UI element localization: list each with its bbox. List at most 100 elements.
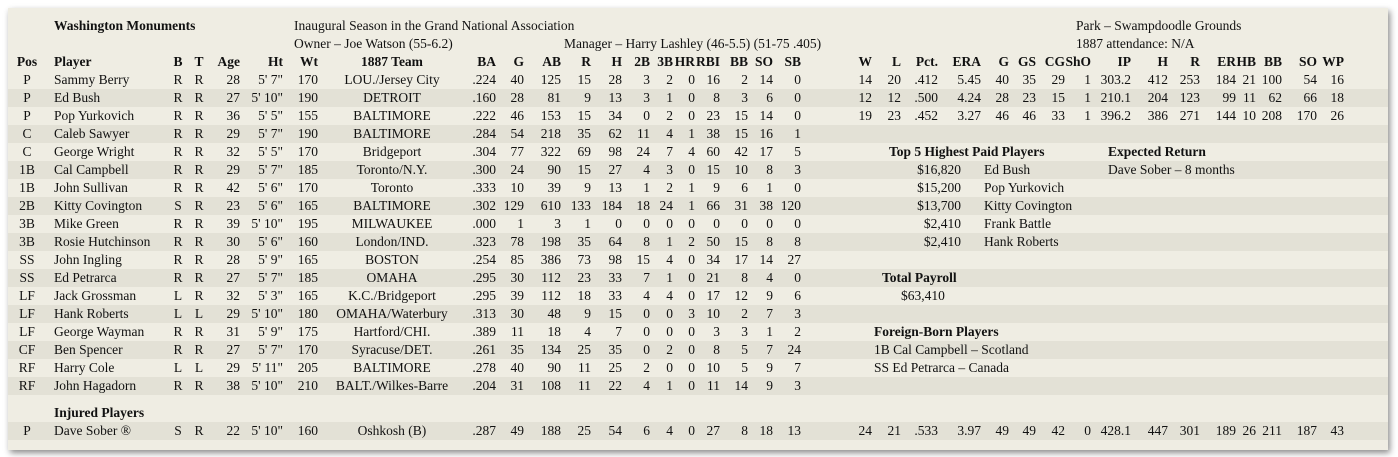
row-stripe bbox=[8, 422, 1388, 440]
cell-b: L bbox=[173, 306, 183, 321]
column-header: Wt bbox=[300, 54, 318, 69]
cell-name: Harry Cole bbox=[54, 360, 115, 375]
cell-batting: 27 bbox=[787, 252, 802, 267]
cell-pitching: 1 bbox=[1084, 90, 1091, 105]
cell-batting: 11 bbox=[578, 360, 591, 375]
cell-ht: 5' 10" bbox=[251, 306, 283, 321]
cell-pitching: 396.2 bbox=[1100, 108, 1131, 123]
roster-card: Washington Monuments Inaugural Season in… bbox=[8, 8, 1388, 450]
cell-batting: 31 bbox=[734, 198, 749, 213]
cell-pitching: 187 bbox=[1296, 423, 1317, 438]
cell-batting: 6 bbox=[741, 180, 748, 195]
cell-pos: P bbox=[23, 423, 31, 438]
expected-return-item: Dave Sober – 8 months bbox=[1108, 162, 1235, 177]
cell-t: R bbox=[194, 180, 204, 195]
cell-pitching: 412 bbox=[1147, 72, 1168, 87]
cell-name: John Hagadorn bbox=[54, 378, 137, 393]
cell-batting: 4 bbox=[666, 423, 673, 438]
cell-age: 27 bbox=[226, 342, 241, 357]
column-header: GS bbox=[1017, 54, 1036, 69]
cell-batting: 0 bbox=[688, 423, 695, 438]
cell-pitching: 1 bbox=[1084, 72, 1091, 87]
cell-t: L bbox=[194, 360, 204, 375]
cell-wt: 205 bbox=[297, 360, 318, 375]
cell-name: Caleb Sawyer bbox=[54, 126, 130, 141]
cell-pitching: 23 bbox=[887, 108, 902, 123]
cell-name: Kitty Covington bbox=[54, 198, 143, 213]
injured-title: Injured Players bbox=[54, 405, 145, 420]
column-header: ERA bbox=[952, 54, 981, 69]
cell-batting: 11 bbox=[707, 378, 720, 393]
cell-pitching: 0 bbox=[1084, 423, 1091, 438]
cell-ht: 5' 7" bbox=[258, 270, 283, 285]
cell-ht: 5' 6" bbox=[258, 180, 283, 195]
cell-batting: 1 bbox=[517, 216, 524, 231]
cell-pitching: 26 bbox=[1330, 108, 1345, 123]
salary-player: Hank Roberts bbox=[984, 234, 1059, 249]
cell-pitching: 10 bbox=[1242, 108, 1257, 123]
cell-b: R bbox=[173, 324, 183, 339]
cell-pos: LF bbox=[19, 306, 35, 321]
cell-batting: 3 bbox=[643, 72, 650, 87]
cell-batting: 23 bbox=[706, 108, 721, 123]
column-header: W bbox=[858, 54, 873, 69]
cell-pitching: 12 bbox=[887, 90, 902, 105]
cell-batting: 9 bbox=[766, 288, 773, 303]
cell-batting: 0 bbox=[766, 216, 773, 231]
cell-batting: 1 bbox=[643, 180, 650, 195]
row-stripe bbox=[8, 377, 1388, 395]
cell-batting: 0 bbox=[666, 306, 673, 321]
cell-batting: 0 bbox=[688, 162, 695, 177]
cell-pitching: 1 bbox=[1084, 108, 1091, 123]
cell-pitching: 3.27 bbox=[957, 108, 981, 123]
cell-wt: 185 bbox=[297, 162, 318, 177]
cell-pitching: 21 bbox=[887, 423, 902, 438]
cell-batting: 6 bbox=[766, 90, 773, 105]
cell-batting: 54 bbox=[608, 423, 623, 438]
cell-name: Rosie Hutchinson bbox=[54, 234, 151, 249]
cell-age: 28 bbox=[226, 72, 241, 87]
row-stripe bbox=[8, 125, 1388, 143]
cell-b: R bbox=[173, 180, 183, 195]
cell-batting: 1 bbox=[666, 270, 673, 285]
cell-batting: .333 bbox=[472, 180, 496, 195]
cell-batting: 15 bbox=[577, 108, 592, 123]
cell-batting: 1 bbox=[584, 216, 591, 231]
cell-pitching: 123 bbox=[1179, 90, 1200, 105]
cell-batting: 2 bbox=[688, 234, 695, 249]
column-header: T bbox=[194, 54, 204, 69]
row-stripe bbox=[8, 305, 1388, 323]
cell-batting: 0 bbox=[794, 180, 801, 195]
cell-team: Oshkosh (B) bbox=[357, 423, 427, 438]
cell-batting: 2 bbox=[741, 306, 748, 321]
cell-batting: 46 bbox=[510, 108, 525, 123]
salary-value: $16,820 bbox=[917, 162, 961, 177]
cell-age: 32 bbox=[226, 288, 241, 303]
cell-pos: P bbox=[23, 72, 31, 87]
cell-batting: .284 bbox=[472, 126, 496, 141]
cell-pitching: 3.97 bbox=[957, 423, 981, 438]
cell-batting: 11 bbox=[578, 378, 591, 393]
cell-pitching: 49 bbox=[1022, 423, 1037, 438]
cell-ht: 5' 6" bbox=[258, 198, 283, 213]
cell-batting: 0 bbox=[741, 216, 748, 231]
cell-wt: 165 bbox=[297, 252, 318, 267]
cell-b: R bbox=[173, 252, 183, 267]
cell-batting: 33 bbox=[608, 270, 623, 285]
cell-batting: .254 bbox=[472, 252, 496, 267]
cell-pitching: 35 bbox=[1022, 72, 1037, 87]
cell-ht: 5' 10" bbox=[251, 423, 283, 438]
cell-pos: SS bbox=[19, 252, 35, 267]
cell-batting: 0 bbox=[688, 72, 695, 87]
cell-pitching: 28 bbox=[995, 90, 1010, 105]
cell-b: R bbox=[173, 378, 183, 393]
column-header: R bbox=[1190, 54, 1200, 69]
cell-batting: 1 bbox=[688, 198, 695, 213]
cell-batting: 108 bbox=[540, 378, 561, 393]
cell-batting: 24 bbox=[787, 342, 802, 357]
column-header: G bbox=[998, 54, 1009, 69]
salary-value: $13,700 bbox=[917, 198, 961, 213]
cell-batting: 11 bbox=[637, 126, 650, 141]
cell-pitching: 24 bbox=[858, 423, 873, 438]
column-header: Player bbox=[54, 54, 92, 69]
